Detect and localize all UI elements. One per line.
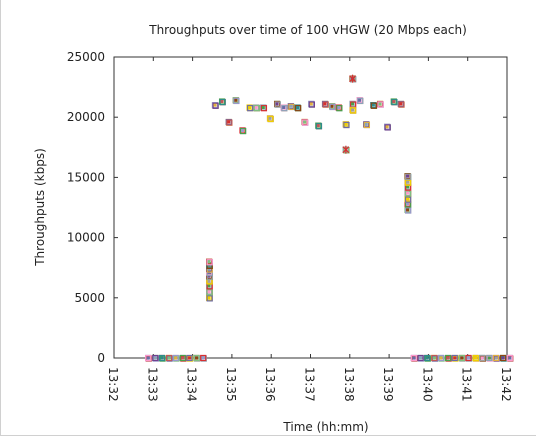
- y-tick-label: 15000: [67, 170, 105, 184]
- data-point: [232, 97, 240, 105]
- data-point: [206, 258, 213, 266]
- data-point: [294, 104, 302, 112]
- data-point: [431, 354, 438, 362]
- data-point: [404, 173, 412, 180]
- data-point: [390, 98, 398, 106]
- x-tick-label: 13:36: [263, 367, 277, 402]
- data-point: [356, 97, 364, 105]
- x-tick-label: 13:35: [224, 367, 238, 402]
- data-point: [287, 103, 295, 111]
- x-axis-label: Time (hh:mm): [282, 420, 368, 434]
- y-tick-label: 10000: [67, 231, 105, 245]
- data-point: [335, 104, 343, 112]
- data-point: [404, 206, 412, 214]
- data-point: [451, 354, 459, 362]
- x-tick-label: 13:42: [499, 367, 513, 402]
- data-point: [397, 100, 405, 108]
- data-point: [200, 354, 207, 362]
- y-tick-label: 5000: [74, 291, 105, 305]
- data-point: [410, 354, 418, 362]
- data-point: [499, 354, 507, 362]
- data-point: [342, 145, 350, 154]
- data-point: [417, 354, 425, 362]
- x-tick-label: 13:34: [185, 367, 199, 402]
- data-point: [158, 354, 166, 362]
- data-point: [465, 354, 473, 362]
- x-tick-label: 13:32: [106, 367, 120, 402]
- data-point: [349, 106, 357, 114]
- y-axis: 0 5000 10000 15000 20000 25000: [67, 50, 507, 365]
- data-point: [424, 354, 431, 362]
- x-tick-label: 13:39: [381, 367, 395, 402]
- data-point: [172, 354, 180, 362]
- chart-title: Throughputs over time of 100 vHGW (20 Mb…: [148, 23, 467, 37]
- y-tick-label: 25000: [67, 50, 105, 64]
- data-point: [186, 354, 194, 362]
- data-point: [376, 100, 384, 108]
- data-point: [329, 103, 336, 111]
- data-point: [492, 354, 500, 362]
- data-point: [211, 102, 219, 109]
- data-point: [301, 118, 309, 126]
- y-tick-label: 20000: [67, 110, 105, 124]
- data-point: [472, 354, 480, 362]
- data-point: [404, 179, 412, 186]
- data-point: [479, 354, 486, 362]
- data-point: [458, 354, 466, 362]
- data-point: [342, 121, 350, 129]
- data-point: [260, 104, 268, 112]
- data-point: [280, 104, 288, 112]
- x-tick-label: 13:33: [145, 367, 159, 402]
- data-point: [384, 123, 391, 131]
- data-points: [145, 74, 514, 362]
- x-tick-label: 13:41: [460, 367, 474, 402]
- data-point: [370, 102, 378, 109]
- x-tick-label: 13:40: [420, 367, 434, 402]
- x-tick-label: 13:38: [342, 367, 356, 402]
- data-point: [152, 354, 159, 362]
- data-point: [506, 354, 514, 362]
- y-axis-label: Throughputs (kbps): [33, 148, 47, 267]
- data-point: [437, 354, 445, 362]
- data-point: [225, 118, 233, 126]
- data-point: [145, 354, 152, 362]
- data-point: [349, 100, 357, 108]
- data-point: [165, 354, 173, 362]
- data-point: [193, 354, 201, 362]
- data-point: [246, 104, 254, 112]
- x-tick-label: 13:37: [303, 367, 317, 402]
- data-point: [206, 288, 213, 296]
- data-point: [404, 195, 412, 203]
- data-point: [363, 121, 371, 129]
- data-point: [404, 189, 412, 197]
- data-point: [321, 100, 329, 108]
- x-axis: 13:32 13:33 13:34 13:35 13:36 13:37 13:38 13:39…: [106, 57, 513, 402]
- y-tick-label: 0: [97, 351, 105, 365]
- data-point: [218, 98, 226, 106]
- data-point: [273, 100, 281, 108]
- data-point: [444, 354, 452, 362]
- data-point: [315, 122, 323, 130]
- data-point: [308, 100, 315, 108]
- data-point: [206, 294, 213, 302]
- data-point: [179, 354, 187, 362]
- data-point: [266, 115, 274, 123]
- data-point: [239, 127, 247, 135]
- data-point: [349, 74, 357, 83]
- data-point: [253, 104, 260, 112]
- data-point: [486, 354, 494, 362]
